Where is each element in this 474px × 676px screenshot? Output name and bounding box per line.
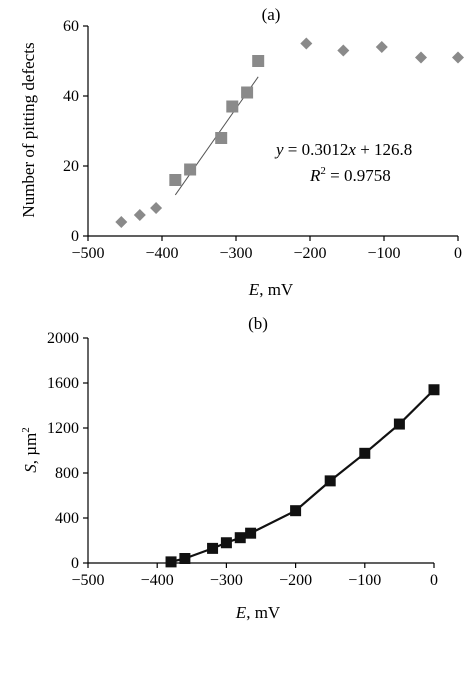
chart-b-marks — [165, 384, 440, 568]
chart-b-panel-label: (b) — [248, 314, 268, 333]
chart-a-x-tick-label: 0 — [454, 245, 462, 262]
chart-a-square-point — [226, 100, 239, 113]
chart-b-series-line — [170, 388, 435, 563]
chart-a-marks — [115, 37, 464, 228]
chart-a-y-tick-label: 40 — [63, 88, 79, 105]
chart-b-square-point — [234, 532, 246, 544]
chart-b: (b) −500 −400 −300 −200 −100 0 0 400 800 1200 1600… — [20, 314, 440, 622]
chart-b-y-tick-label: 0 — [71, 555, 79, 572]
chart-a-r-squared: R2 = 0.9758 — [309, 165, 391, 185]
chart-b-x-tick-label: −200 — [279, 572, 312, 589]
chart-a-y-tick-label: 60 — [63, 18, 79, 35]
chart-a-square-point — [184, 163, 197, 176]
chart-a-x-tick-label: −400 — [145, 245, 178, 262]
chart-a-x-tick-label: −200 — [293, 245, 326, 262]
chart-b-x-tick-label: −300 — [210, 572, 243, 589]
chart-a-diamond-point — [133, 209, 146, 221]
chart-b-y-tick-label: 1600 — [47, 375, 79, 392]
chart-b-square-point — [393, 418, 405, 430]
chart-a-axes — [87, 26, 458, 237]
chart-a-panel-label: (a) — [262, 5, 281, 24]
chart-b-x-axis-label: E, mV — [235, 603, 281, 622]
chart-a-x-tick-label: −300 — [219, 245, 252, 262]
chart-b-y-axis-label: S, µm2 — [20, 427, 40, 473]
chart-b-square-point — [245, 527, 257, 539]
chart-a-diamond-point — [452, 51, 464, 64]
chart-a-fit-equation: y = 0.3012x + 126.8 — [274, 140, 412, 159]
chart-a-square-point — [215, 132, 228, 144]
chart-a-square-point — [169, 174, 182, 186]
chart-b-square-point — [165, 556, 177, 568]
chart-b-square-point — [324, 475, 336, 487]
chart-b-x-tick-label: −400 — [141, 572, 174, 589]
chart-b-x-tick-label: −500 — [71, 572, 104, 589]
chart-a-y-axis-label: Number of pitting defects — [19, 42, 38, 217]
chart-b-y-tick-label: 2000 — [47, 330, 79, 347]
chart-a-diamond-point — [115, 216, 128, 228]
chart-a-x-tick-label: −500 — [71, 245, 104, 262]
chart-b-square-point — [428, 384, 440, 396]
chart-a-y-tick-label: 0 — [71, 228, 79, 245]
chart-a-square-point — [252, 55, 265, 67]
chart-b-ticks: −500 −400 −300 −200 −100 0 0 400 800 1200 1600 2000 — [47, 330, 438, 589]
chart-b-y-tick-label: 1200 — [47, 420, 79, 437]
chart-b-y-tick-label: 800 — [55, 465, 79, 482]
chart-a-x-axis-label: E, mV — [248, 280, 294, 299]
chart-b-x-tick-label: 0 — [430, 572, 438, 589]
chart-b-square-point — [220, 537, 232, 549]
chart-a-square-point — [241, 86, 254, 99]
chart-b-square-point — [290, 505, 302, 517]
chart-a-ticks: −500 −400 −300 −200 −100 0 0 20 40 60 — [63, 18, 462, 262]
chart-a-diamond-point — [150, 202, 163, 214]
chart-a-x-tick-label: −100 — [367, 245, 400, 262]
chart-a-diamond-point — [415, 51, 427, 64]
chart-b-square-point — [359, 447, 371, 459]
chart-a-diamond-point — [300, 37, 313, 50]
chart-b-x-tick-label: −100 — [348, 572, 381, 589]
chart-b-square-point — [207, 542, 219, 554]
chart-b-y-tick-label: 400 — [55, 510, 79, 527]
chart-a-y-tick-label: 20 — [63, 158, 79, 175]
chart-a: (a) −500 −400 −300 −200 −100 0 0 20 40 60 E, mV N… — [19, 5, 464, 299]
chart-b-axes — [87, 338, 434, 564]
chart-a-diamond-point — [375, 41, 388, 53]
chart-a-diamond-point — [337, 44, 350, 57]
chart-b-square-point — [179, 553, 191, 564]
